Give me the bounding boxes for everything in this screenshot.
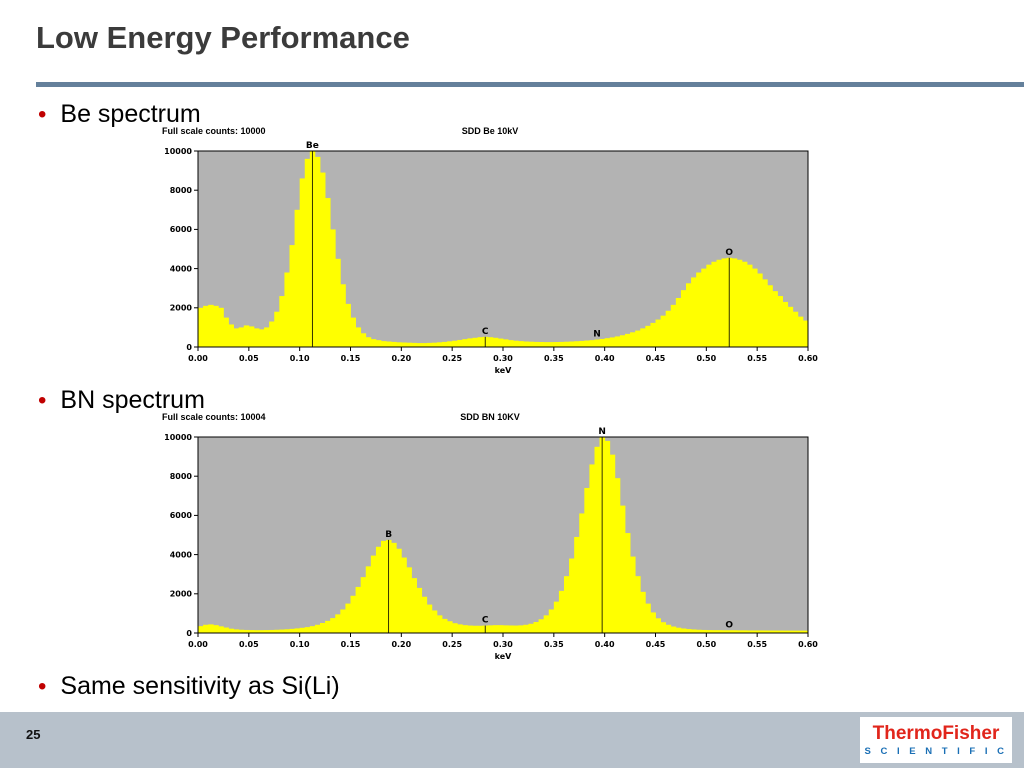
svg-text:keV: keV — [495, 652, 513, 661]
svg-text:0.25: 0.25 — [442, 354, 462, 363]
bullet-sensitivity: • Same sensitivity as Si(Li) — [38, 672, 340, 701]
bullet-marker-icon: • — [38, 387, 47, 414]
svg-text:0.55: 0.55 — [747, 640, 767, 649]
svg-text:8000: 8000 — [170, 472, 193, 481]
svg-text:0.50: 0.50 — [696, 640, 716, 649]
svg-text:10000: 10000 — [164, 147, 192, 156]
svg-text:4000: 4000 — [170, 264, 193, 273]
svg-text:N: N — [593, 330, 601, 340]
svg-text:keV: keV — [495, 366, 513, 375]
svg-text:0: 0 — [186, 343, 192, 352]
chart-header: Full scale counts: 10000 SDD Be 10kV — [160, 126, 820, 139]
chart-title: SDD Be 10kV — [461, 126, 519, 136]
svg-text:0.40: 0.40 — [595, 354, 615, 363]
svg-text:0.05: 0.05 — [239, 640, 259, 649]
thermo-fisher-logo: ThermoFisher S C I E N T I F I C — [860, 717, 1012, 763]
chart-title: SDD BN 10KV — [460, 412, 520, 422]
svg-text:6000: 6000 — [170, 511, 193, 520]
svg-text:0.30: 0.30 — [493, 354, 513, 363]
footer-band: 25 ThermoFisher S C I E N T I F I C — [0, 712, 1024, 768]
svg-text:0.00: 0.00 — [188, 640, 208, 649]
svg-text:0.45: 0.45 — [646, 354, 666, 363]
svg-text:0.15: 0.15 — [341, 640, 361, 649]
svg-text:0.30: 0.30 — [493, 640, 513, 649]
chart-header: Full scale counts: 10004 SDD BN 10KV — [160, 412, 820, 425]
bullet-text: Same sensitivity as Si(Li) — [60, 672, 340, 700]
svg-text:B: B — [385, 530, 392, 540]
svg-text:8000: 8000 — [170, 186, 193, 195]
svg-text:0.35: 0.35 — [544, 354, 564, 363]
bullet-text: BN spectrum — [60, 386, 205, 414]
svg-text:0.50: 0.50 — [696, 354, 716, 363]
bullet-be-spectrum: • Be spectrum — [38, 100, 201, 129]
title-divider-rule — [36, 82, 1024, 87]
svg-text:0.45: 0.45 — [646, 640, 666, 649]
page-number: 25 — [26, 727, 41, 742]
svg-text:0: 0 — [186, 629, 192, 638]
full-scale-counts-label: Full scale counts: 10004 — [162, 412, 266, 422]
svg-text:0.10: 0.10 — [290, 354, 310, 363]
svg-text:O: O — [725, 620, 733, 630]
svg-text:O: O — [725, 248, 733, 258]
logo-wordmark: ThermoFisher — [872, 722, 1000, 744]
svg-text:0.35: 0.35 — [544, 640, 564, 649]
svg-text:0.20: 0.20 — [391, 640, 411, 649]
svg-text:2000: 2000 — [170, 304, 193, 313]
svg-text:0.25: 0.25 — [442, 640, 462, 649]
svg-text:0.20: 0.20 — [391, 354, 411, 363]
svg-text:C: C — [482, 327, 489, 337]
bullet-marker-icon: • — [38, 673, 47, 700]
be-spectrum-chart: Full scale counts: 10000 SDD Be 10kV 0 20… — [160, 126, 820, 377]
bullet-marker-icon: • — [38, 101, 47, 128]
bn-spectrum-plot: 0 2000 4000 6000 8000 10000 0.00 0.05 0.10 0.15 0.… — [164, 427, 818, 661]
bn-spectrum-chart: Full scale counts: 10004 SDD BN 10KV 0 20… — [160, 412, 820, 663]
svg-text:C: C — [482, 616, 489, 626]
svg-text:0.00: 0.00 — [188, 354, 208, 363]
svg-text:10000: 10000 — [164, 433, 192, 442]
svg-text:N: N — [598, 427, 606, 437]
svg-text:0.15: 0.15 — [341, 354, 361, 363]
svg-text:0.05: 0.05 — [239, 354, 259, 363]
svg-text:0.60: 0.60 — [798, 640, 818, 649]
svg-text:0.55: 0.55 — [747, 354, 767, 363]
svg-text:6000: 6000 — [170, 225, 193, 234]
svg-text:0.60: 0.60 — [798, 354, 818, 363]
full-scale-counts-label: Full scale counts: 10000 — [162, 126, 266, 136]
logo-subtitle: S C I E N T I F I C — [864, 745, 1008, 757]
svg-text:Be: Be — [306, 141, 319, 151]
svg-text:4000: 4000 — [170, 550, 193, 559]
bullet-bn-spectrum: • BN spectrum — [38, 386, 205, 415]
bullet-text: Be spectrum — [60, 100, 201, 128]
be-spectrum-plot: 0 2000 4000 6000 8000 10000 0.00 0.05 0.10 0.15 0.… — [164, 141, 818, 375]
slide-title: Low Energy Performance — [36, 20, 410, 55]
svg-text:0.40: 0.40 — [595, 640, 615, 649]
svg-text:0.10: 0.10 — [290, 640, 310, 649]
svg-text:2000: 2000 — [170, 590, 193, 599]
